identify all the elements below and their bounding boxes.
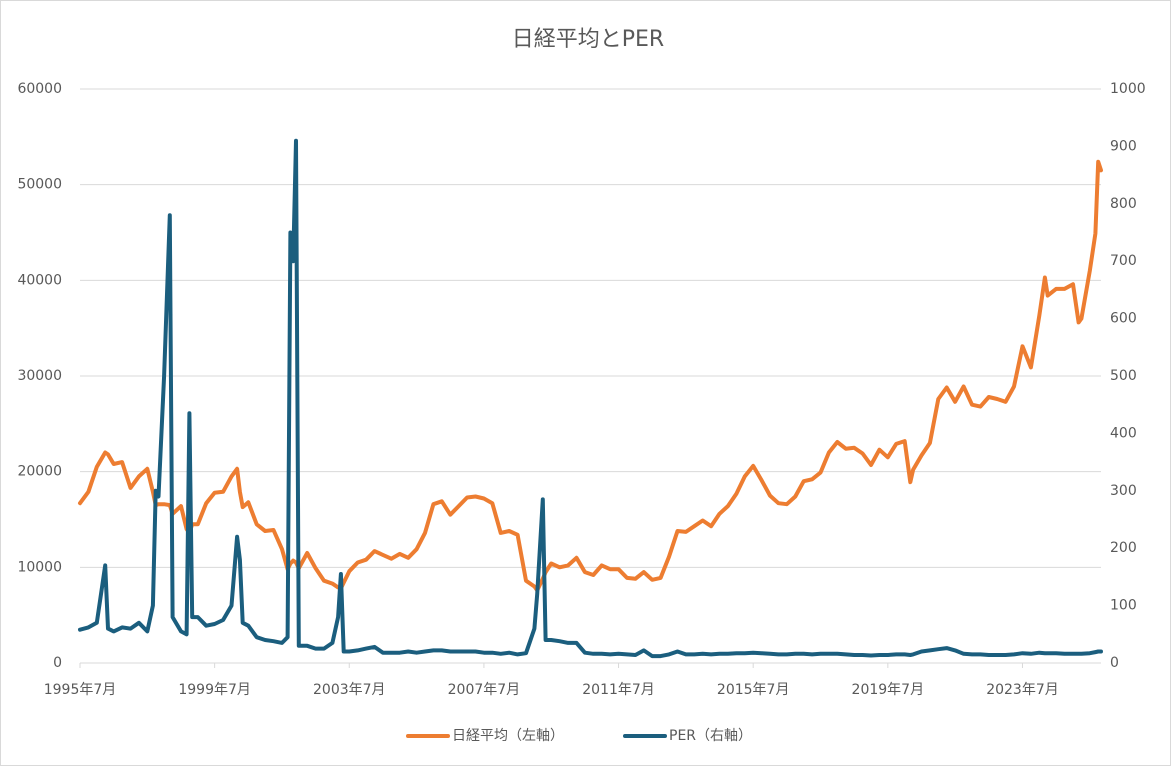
- y-tick-label: 30000: [17, 368, 62, 384]
- data-line: [78, 138, 1103, 659]
- x-tick-label: 2003年7月: [313, 682, 386, 698]
- x-tick-label: 2019年7月: [852, 682, 925, 698]
- y-tick-label: 20000: [17, 464, 62, 480]
- y2-tick-label: 700: [1110, 253, 1137, 269]
- x-tick-label: 2007年7月: [448, 682, 521, 698]
- data-line: [78, 159, 1103, 593]
- x-tick-label: 2023年7月: [986, 682, 1059, 698]
- y2-tick-label: 200: [1110, 540, 1137, 556]
- chart-title: 日経平均とPER: [512, 27, 664, 52]
- x-tick-label: 2015年7月: [717, 682, 790, 698]
- y-tick-label: 50000: [17, 177, 62, 193]
- y2-tick-label: 600: [1110, 311, 1137, 327]
- y2-tick-label: 100: [1110, 598, 1137, 614]
- y2-tick-label: 800: [1110, 196, 1137, 212]
- y-tick-label: 60000: [17, 81, 62, 97]
- x-tick-label: 2011年7月: [582, 682, 655, 698]
- y2-tick-label: 400: [1110, 425, 1137, 441]
- y2-tick-label: 300: [1110, 483, 1137, 499]
- legend-label: PER（右軸）: [669, 728, 752, 744]
- y2-tick-label: 900: [1110, 138, 1137, 154]
- y-tick-label: 10000: [17, 559, 62, 575]
- legend-label: 日経平均（左軸）: [452, 728, 564, 744]
- y2-tick-label: 1000: [1110, 81, 1146, 97]
- y2-tick-label: 0: [1110, 655, 1119, 671]
- y-tick-label: 0: [53, 655, 62, 671]
- y-tick-label: 40000: [17, 272, 62, 288]
- y2-tick-label: 500: [1110, 368, 1137, 384]
- x-tick-label: 1999年7月: [178, 682, 251, 698]
- x-tick-label: 1995年7月: [44, 682, 117, 698]
